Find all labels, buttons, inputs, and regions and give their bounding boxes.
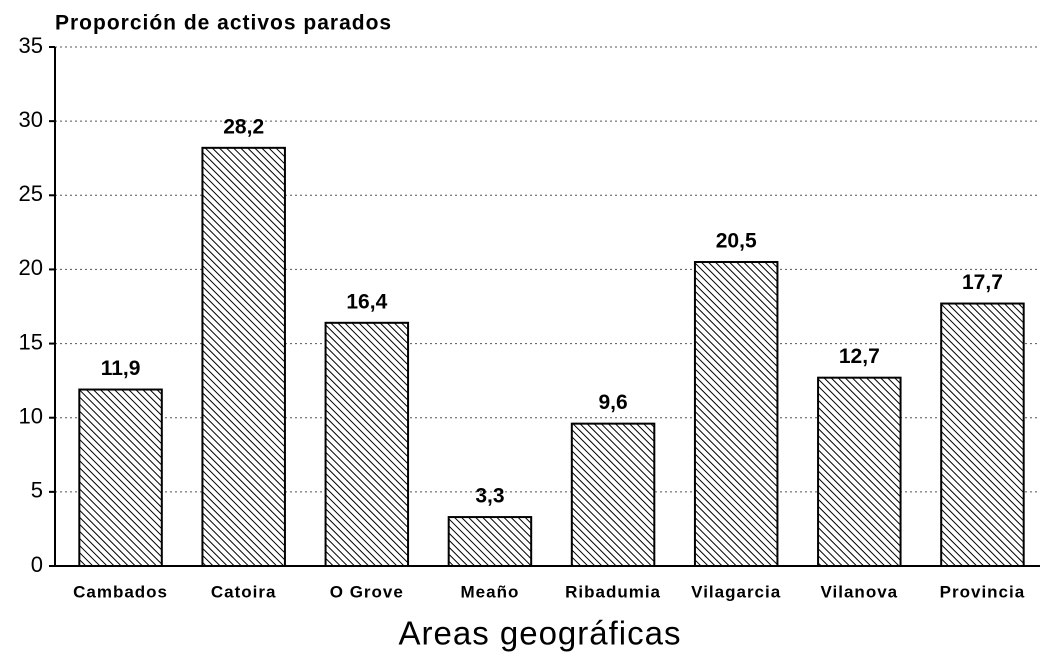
value-label: 3,3 [475,485,504,508]
bar [78,388,163,568]
bar [817,376,902,568]
value-label: 16,4 [346,290,387,313]
x-tick-label: Meaño [461,582,520,601]
bar [940,302,1025,567]
y-tick-label: 5 [31,478,43,503]
x-tick-label: Vilanova [821,582,899,601]
x-tick-label: Cambados [73,582,168,601]
value-label: 9,6 [598,391,627,414]
bar [324,321,410,567]
y-tick-label: 15 [19,329,43,354]
value-label: 28,2 [223,115,264,138]
y-tick-label: 35 [19,33,43,58]
x-tick-label: Catoira [211,582,277,601]
value-label: 12,7 [839,345,880,368]
value-label: 17,7 [962,271,1003,294]
y-tick-label: 10 [19,404,43,429]
chart-title: Proporción de activos parados [55,12,392,35]
x-axis-label: Areas geográficas [399,615,682,652]
bar [201,146,286,567]
x-tick-label: Vilagarcia [691,582,781,601]
x-tick-label: Ribadumia [565,582,661,601]
y-tick-label: 20 [19,255,43,280]
bar [570,422,656,567]
x-tick-label: O Grove [330,582,404,601]
bar [693,261,779,567]
y-tick-label: 0 [31,552,43,577]
y-tick-label: 25 [19,181,43,206]
x-tick-label: Provincia [940,582,1026,601]
value-label: 20,5 [716,230,757,253]
value-label: 11,9 [101,357,141,380]
y-tick-label: 30 [19,107,43,132]
bar [447,516,533,568]
